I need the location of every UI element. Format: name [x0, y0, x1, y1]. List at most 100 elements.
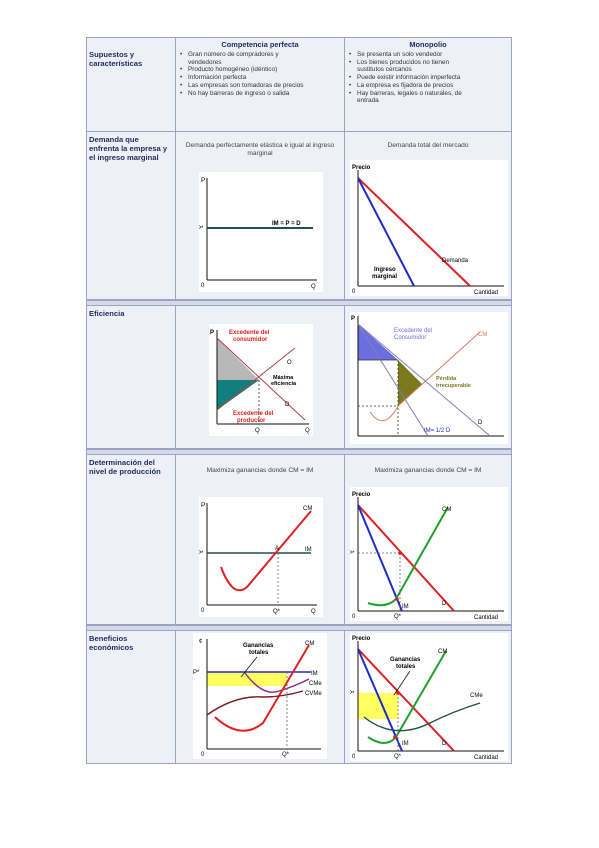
max-eff-label-1: Máxima: [273, 375, 294, 381]
list-item: Gran número de compradores y: [179, 51, 343, 59]
perfect-competition-demand-graph: P P* 0 Q IM = P = D: [199, 172, 323, 292]
im-label: IM= 1/2 D: [424, 428, 451, 434]
axis-cantidad-label: Cantidad: [474, 290, 498, 296]
ganancias-label: Ganancias: [243, 643, 274, 649]
list-item: La empresa es fijadora de precios: [348, 82, 510, 90]
origin-label: 0: [201, 608, 205, 614]
axis-p-label: P: [210, 330, 214, 336]
average-cost-curve: [363, 702, 481, 732]
label-efficiency: Eficiencia: [89, 309, 125, 318]
monopoly-production-graph: Precio P* 0 Q* Cantidad CM IM D: [350, 487, 508, 621]
axis-q-label: Q: [311, 284, 316, 290]
o-label: O: [287, 360, 292, 366]
production-competitive-caption: Maximiza ganancias donde CM = IM: [206, 467, 314, 474]
supply-line: [216, 347, 296, 411]
row-profits: Beneficios económicos ¢ P* Ganancias tot…: [87, 631, 511, 763]
row-demand: Demanda que enfrenta la empresa y el ing…: [87, 132, 511, 300]
im-label: IM: [305, 547, 312, 553]
demand-curve: [357, 504, 455, 612]
marginal-cost-curve: [220, 510, 312, 592]
cons-surplus-label-1: Excedente del: [394, 328, 432, 334]
im-label: IM: [402, 604, 409, 610]
demand-monopoly-caption: Demanda total del mercado: [387, 142, 469, 149]
marginal-revenue-curve: [357, 648, 403, 752]
cme-label: CMe: [470, 693, 483, 699]
max-eff-label-2: eficiencia: [271, 381, 297, 387]
competition-efficiency-graph: P Excedente del consumidor O Máxima efic…: [209, 324, 313, 436]
pstar-label: P*: [199, 226, 204, 232]
demand-curve: [357, 177, 471, 287]
origin-label: 0: [201, 752, 205, 758]
cons-surplus-label-1: Excedente del: [229, 330, 270, 336]
origin-label: 0: [352, 614, 356, 620]
profit-area: [207, 672, 287, 686]
ganancias-label: Ganancias: [390, 657, 421, 663]
d-label: D: [285, 402, 290, 408]
list-item: Producto homogéneo (idéntico): [179, 66, 343, 74]
list-item: Información perfecta: [179, 74, 343, 82]
marginal-revenue-line: [357, 323, 429, 437]
pstar-label: P*: [193, 670, 200, 676]
avg-variable-cost-curve: [206, 690, 304, 716]
cvme-label: CVMe: [305, 691, 322, 697]
pstar-label: P*: [350, 691, 355, 697]
axis-p-label: P: [351, 316, 355, 322]
axis-precio-label: Precio: [352, 492, 371, 498]
comparison-table: Competencia perfecta Monopolio Supuestos…: [86, 37, 512, 764]
d-label: D: [442, 601, 447, 607]
deadweight-loss-area: [398, 360, 422, 406]
axis-cantidad-label: Cantidad: [474, 615, 498, 621]
label-demand: Demanda que enfrenta la empresa y el ing…: [89, 135, 168, 162]
header-monopoly: Monopolio: [409, 40, 447, 49]
label-assumptions: Supuestos y características: [89, 50, 143, 68]
marginal-cost-curve: [369, 331, 481, 422]
competition-production-graph: P P* 0 Q Q* CM A IM: [199, 497, 323, 617]
list-item: sustitutos cercanos: [357, 66, 412, 74]
totales-label: totales: [396, 664, 416, 670]
list-item: entrada: [357, 97, 379, 105]
loss-label-2: irrecuperable: [436, 383, 471, 389]
list-item: Se presenta un solo vendedor: [348, 51, 510, 59]
axis-precio-label: Precio: [352, 165, 371, 171]
cm-label: CM: [442, 507, 451, 513]
qstar-label: Q*: [394, 614, 402, 620]
cons-surplus-label-2: Consumidor: [394, 335, 426, 341]
list-item: Puede existir información imperfecta: [348, 74, 510, 82]
d-label: D: [478, 420, 483, 426]
monopoly-assumptions-list: Se presenta un solo vendedor Los bienes …: [348, 51, 510, 105]
axis-cantidad-label: Cantidad: [474, 755, 498, 761]
qstar-label: Q*: [394, 754, 402, 760]
origin-label: 0: [352, 754, 356, 760]
monopoly-demand-graph: Precio 0 Cantidad Demanda Ingreso margin…: [350, 160, 508, 296]
producer-surplus-area: [217, 380, 259, 410]
axis-precio-label: Precio: [352, 636, 371, 642]
im-p-d-label: IM = P = D: [272, 221, 301, 227]
axis-q-label: Q: [305, 428, 310, 434]
monopoly-efficiency-graph: P Excedente del Consumidor CM Pérdida ir…: [350, 312, 508, 444]
d-label: D: [442, 741, 447, 747]
im-label: IM: [402, 741, 409, 747]
pstar-label: P*: [199, 551, 204, 557]
competitive-assumptions-list: Gran número de compradores y vendedores …: [179, 51, 343, 97]
demand-line: [357, 323, 491, 437]
list-item: vendedores: [188, 58, 222, 66]
demand-line: [216, 337, 306, 421]
origin-label: 0: [201, 283, 205, 289]
totales-label: totales: [249, 650, 269, 656]
list-item: Hay barreras, legales o naturales, de: [348, 90, 510, 98]
q-label: Q: [255, 428, 260, 434]
production-monopoly-caption: Maximiza ganancias donde CM = IM: [374, 467, 482, 474]
marginal-revenue-curve: [357, 177, 415, 287]
label-profits: Beneficios económicos: [89, 634, 134, 652]
row-assumptions: Competencia perfecta Monopolio Supuestos…: [87, 38, 511, 132]
prod-surplus-label-2: productor: [237, 418, 266, 424]
demanda-label: Demanda: [442, 258, 469, 264]
marginal-revenue-curve: [357, 504, 403, 612]
row-production: Determinación del nivel de producción Ma…: [87, 455, 511, 625]
list-item: Las empresas son tomadoras de precios: [179, 82, 343, 90]
consumer-surplus-area: [217, 338, 259, 380]
pstar-label: P*: [350, 551, 355, 557]
a-label: A: [275, 546, 279, 552]
marginal-label: marginal: [372, 274, 397, 280]
monopoly-profits-graph: Precio P* Ganancias totales CM CMe IM D …: [350, 633, 508, 761]
